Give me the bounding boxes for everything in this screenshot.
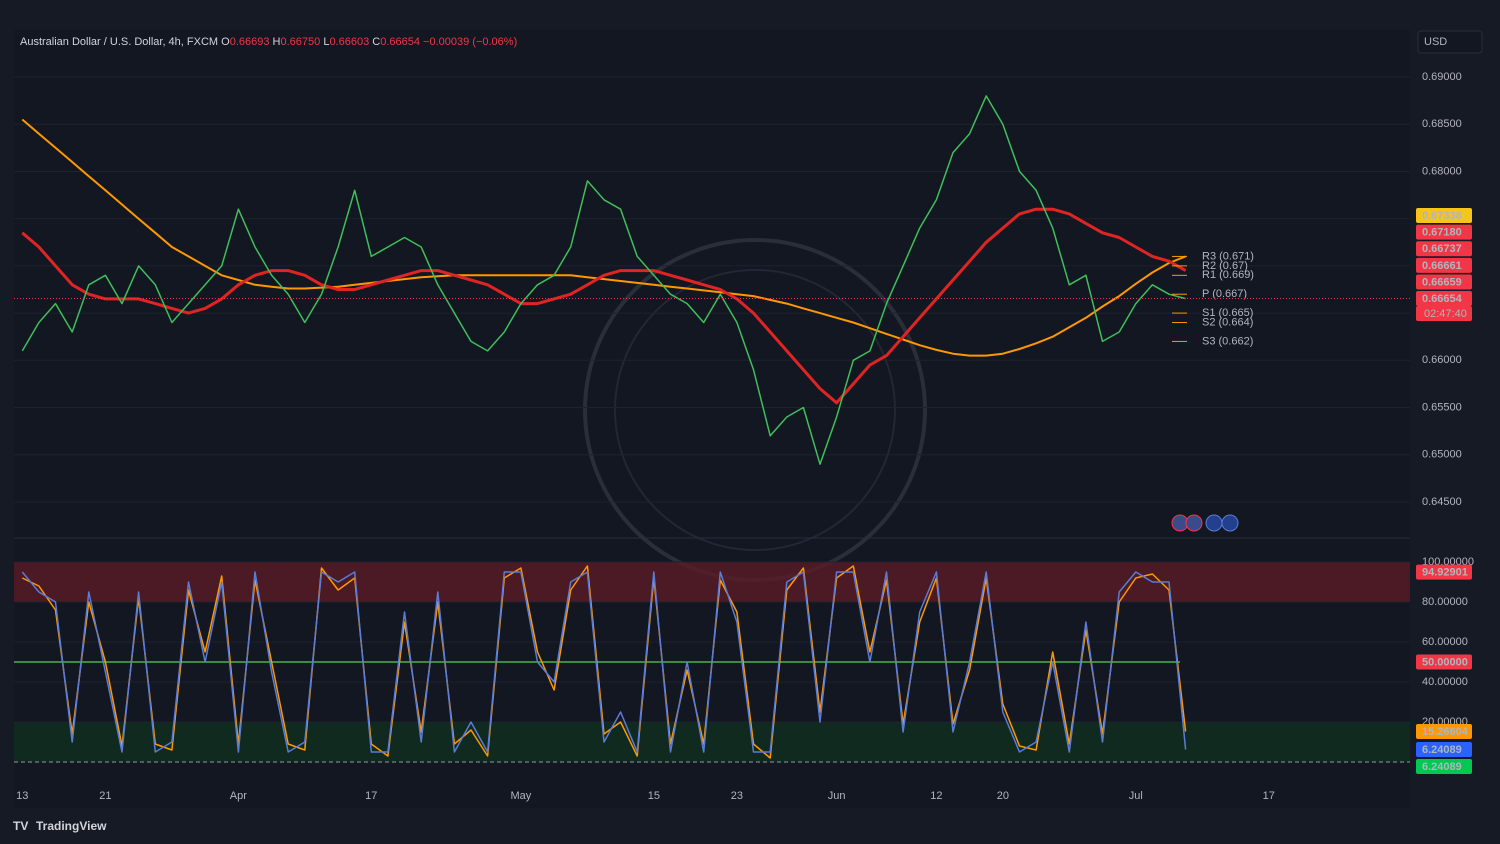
price-tag [1416, 208, 1472, 224]
event-icon[interactable] [1185, 514, 1203, 532]
close: 0.66654 [380, 36, 420, 48]
x-tick-label: May [510, 790, 531, 802]
currency[interactable]: USD [1424, 36, 1447, 48]
price-tag-label: 0.66737 [1422, 243, 1462, 255]
y-tick-label: 0.69000 [1422, 71, 1462, 83]
zone [14, 722, 1410, 762]
price-tag-label: 6.24089 [1422, 744, 1462, 756]
pivot-label: P (0.667) [1202, 288, 1247, 300]
event-icon[interactable] [1221, 514, 1239, 532]
x-tick-label: 20 [997, 790, 1009, 802]
change: −0.00039 (−0.06%) [423, 36, 517, 48]
countdown-tag [1416, 306, 1472, 322]
y-tick-label: 60.00000 [1422, 636, 1468, 648]
series-line [21, 207, 1187, 405]
y-tick-label: 0.68500 [1422, 118, 1462, 130]
x-tick-label: 17 [1263, 790, 1275, 802]
price-tag [1416, 291, 1472, 307]
price-tag [1416, 654, 1472, 670]
pivot-label: S2 (0.664) [1202, 316, 1253, 328]
x-tick-label: Jun [828, 790, 846, 802]
price-tag-label: 0.67338 [1422, 210, 1462, 222]
x-tick-label: 23 [731, 790, 743, 802]
watermark [614, 269, 896, 551]
price-tag [1416, 723, 1472, 739]
price-tag-label: 0.67180 [1422, 227, 1462, 239]
price-tag-label: 6.24089 [1422, 761, 1462, 773]
x-tick-label: 21 [99, 790, 111, 802]
countdown: 02:47:40 [1424, 308, 1467, 320]
pivot-label: R3 (0.671) [1202, 250, 1254, 262]
legend-header: Australian Dollar / U.S. Dollar, 4h, FXC… [20, 36, 517, 48]
price-tag [1416, 241, 1472, 257]
y-tick-label: 0.66000 [1422, 354, 1462, 366]
pivot-label: S3 (0.662) [1202, 335, 1253, 347]
low: 0.66603 [329, 36, 369, 48]
brand-logo: TV [13, 819, 28, 833]
price-tag [1416, 224, 1472, 240]
symbol: Australian Dollar / U.S. Dollar, 4h, FXC… [20, 36, 218, 48]
high-label: H [273, 36, 281, 48]
low-label: L [323, 36, 329, 48]
event-icons[interactable] [1171, 514, 1239, 532]
x-tick-label: 15 [648, 790, 660, 802]
open-label: O [221, 36, 230, 48]
x-tick-label: 12 [930, 790, 942, 802]
price-tag [1416, 257, 1472, 273]
price-tag [1416, 564, 1472, 580]
price-tag-label: 0.66654 [1422, 293, 1463, 305]
brand: TradingView [36, 819, 107, 833]
series-line [21, 95, 1186, 465]
y-tick-label: 0.64500 [1422, 496, 1462, 508]
pivot-label: R2 (0.67) [1202, 260, 1248, 272]
y-tick-label: 80.00000 [1422, 596, 1468, 608]
plot-area [14, 30, 1410, 808]
price-tag [1416, 759, 1472, 775]
price-tag [1416, 274, 1472, 290]
x-tick-label: 13 [16, 790, 28, 802]
price-tag [1416, 742, 1472, 758]
price-tag-label: 0.66659 [1422, 276, 1462, 288]
price-tag-label: 0.66661 [1422, 260, 1462, 272]
close-label: C [372, 36, 380, 48]
series-line [21, 571, 1187, 753]
high: 0.66750 [280, 36, 320, 48]
pivot-label: S1 (0.665) [1202, 307, 1253, 319]
y-tick-label: 0.68000 [1422, 165, 1462, 177]
price-tag-label: 50.00000 [1422, 656, 1468, 668]
y-tick-label: 40.00000 [1422, 676, 1468, 688]
zone [14, 562, 1410, 602]
price-tag-label: 94.92901 [1422, 567, 1468, 579]
y-tick-label: 0.65000 [1422, 449, 1462, 461]
x-tick-label: Apr [230, 790, 247, 802]
x-tick-label: Jul [1129, 790, 1143, 802]
currency-box[interactable] [1417, 30, 1483, 54]
event-icon[interactable] [1205, 514, 1223, 532]
open: 0.66693 [230, 36, 270, 48]
pivot-label: R1 (0.669) [1202, 269, 1254, 281]
price-tag-label: 15.26604 [1422, 726, 1469, 738]
y-tick-label: 0.65500 [1422, 401, 1462, 413]
x-tick-label: 17 [365, 790, 377, 802]
